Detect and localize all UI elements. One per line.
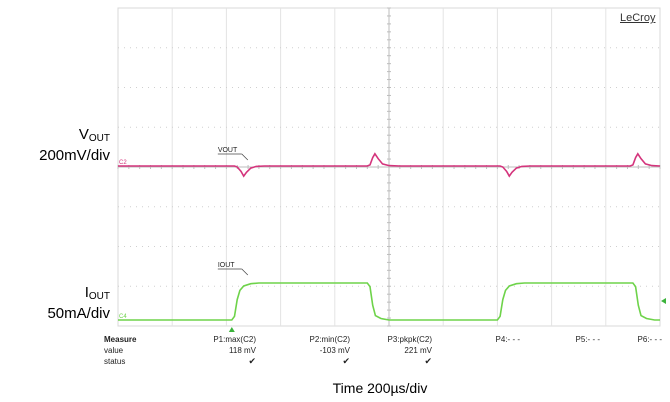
measure-param-p5: P5:- - - [550,334,600,345]
param-status-check: ✔ [424,356,432,366]
param-name: P4:- - - [495,335,520,344]
measure-param-p6: P6:- - - [612,334,662,345]
trigger-position-marker [228,327,235,332]
vout-label-sub: OUT [88,133,110,144]
trace-name-label: IOUT [218,262,235,269]
param-value: -103 mV [319,346,350,355]
param-name: P1:max(C2) [213,335,256,344]
iout-label-sub: OUT [88,291,110,302]
measure-param-p3: P3:pkpk(C2) 221 mV ✔ [370,334,432,367]
channel-marker-c2: C2 [119,160,127,166]
iout-axis-label: IOUT 50mA/div [6,284,110,322]
param-status-check: ✔ [342,356,350,366]
vout-label-main: V [78,126,89,143]
graticule-grid [117,7,661,327]
time-axis-label: Time 200µs/div [332,380,428,396]
waveform-traces [118,152,661,321]
trigger-level-marker [661,298,666,304]
measure-param-p2: P2:min(C2) -103 mV ✔ [290,334,350,367]
param-name: P2:min(C2) [309,335,350,344]
vout-scale: 200mV/div [39,147,110,164]
param-name: P3:pkpk(C2) [387,335,432,344]
trace-name-leader [241,153,249,161]
measure-value-label: value [104,346,124,355]
trace-vout [118,152,661,178]
brand-logo: LeCroy [620,12,656,24]
trace-annotations: C2 VOUT C4 IOUT [119,147,666,332]
iout-label-main: I [84,284,89,301]
measure-status-label: status [104,357,126,366]
trace-iout [118,282,660,321]
param-name: P6:- - - [637,335,662,344]
measure-param-p1: P1:max(C2) 118 mV ✔ [196,334,256,367]
channel-marker-c4: C4 [119,314,127,320]
measure-row-labels: Measure value status [104,334,136,367]
trace-name-leader [241,268,249,276]
vout-axis-label: VOUT 200mV/div [6,126,110,164]
iout-scale: 50mA/div [47,305,110,322]
measure-header: Measure [104,335,137,344]
trace-name-label: VOUT [218,147,238,154]
measure-param-p4: P4:- - - [470,334,520,345]
param-status-check: ✔ [248,356,256,366]
param-value: 118 mV [229,346,256,355]
param-name: P5:- - - [575,335,600,344]
param-value: 221 mV [404,346,432,355]
